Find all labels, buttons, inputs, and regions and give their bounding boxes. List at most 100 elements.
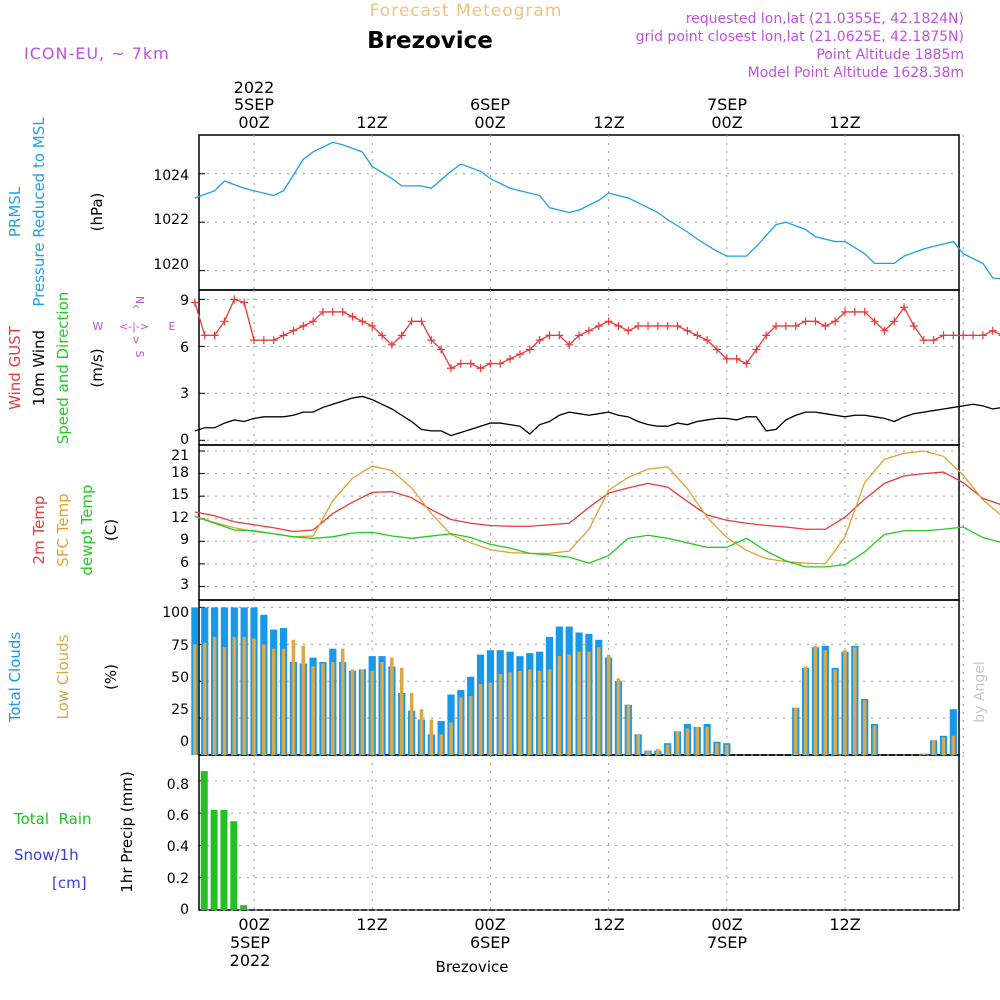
gust-marker [506,354,515,363]
precip-ytick: 0.4 [167,839,189,855]
low-clouds-bar [419,709,424,755]
precip-ytick: 0.6 [167,808,189,824]
pressure-ytick: 1020 [153,257,189,273]
low-clouds-bar [793,707,798,755]
clouds-ytick: 50 [171,670,189,686]
temperature-ytick: 9 [180,532,189,548]
requested-coords: requested lon,lat (21.0355E, 42.1824N) [686,11,964,27]
gust-marker [644,322,652,331]
gust-marker [890,317,899,326]
rain-bar [200,771,208,910]
bottom-year-label: 2022 [230,951,271,970]
t2m-line [194,471,1000,533]
low-clouds-bar [951,735,956,755]
low-clouds-bar [577,651,581,755]
bottom-tick-label-2: 12Z [356,915,387,934]
wind-ytick: 3 [180,386,189,402]
gust-marker [988,326,997,335]
low-clouds-bar [616,678,621,755]
low-clouds-bar [399,667,404,755]
low-clouds-bar [508,672,512,755]
gust-marker [565,340,574,349]
precip-ytick-labels: 0 0.2 0.4 0.6 0.8 [167,777,189,918]
clouds-ytick: 100 [162,605,189,621]
compass-s: S [133,351,146,358]
gust-marker [358,317,367,326]
snow-unit: [cm] [52,874,87,892]
total-rain-label: Total Rain [13,810,92,828]
top-tick-label-6: 12Z [829,113,860,132]
gust-marker [900,303,909,312]
temp-unit: (C) [102,519,120,541]
wind-speed-label: Speed and Direction [54,292,72,445]
wind-ytick: 9 [180,293,189,309]
gust-marker [781,322,790,331]
wind-ytick: 0 [180,432,189,448]
gust-marker [220,317,229,326]
low-clouds-bar [695,726,700,755]
gust-marker [850,307,859,316]
top-tick-label-2: 12Z [356,113,387,132]
rain-bar [220,809,228,910]
gust-marker [259,336,268,345]
gust-marker [486,359,495,368]
pressure-ytick-labels: 1020 1022 1024 [153,168,189,273]
low-clouds-bar [311,666,315,755]
low-clouds-bar [459,697,463,755]
low-clouds-bar [429,719,434,755]
top-tick-label-3: 00Z [474,113,505,132]
clouds-ytick-labels: 0 25 50 75 100 [162,605,189,750]
clouds-ytick: 25 [171,702,189,718]
gust-marker [909,322,918,331]
rain-bar [210,809,218,910]
gust-marker [417,317,426,326]
watermark: by Angel [972,661,988,722]
pressure-label-prmsl: PRMSL [6,186,24,237]
temp-2m-label: 2m Temp [30,496,48,565]
gust-marker [318,307,327,316]
gust-marker [663,322,672,331]
model-altitude: Model Point Altitude 1628.38m [748,65,964,81]
low-clouds-bar [803,666,808,755]
temperature-series [194,450,1000,568]
bottom-tick-label-3: 00Z [474,915,505,934]
low-clouds-bar [931,740,936,755]
gust-marker [634,322,643,331]
precip-ylabel: 1hr Precip (mm) [118,771,136,892]
gust-marker [456,359,465,368]
wind-10m-label: 10m Wind [30,330,48,406]
precip-ytick: 0 [180,902,189,918]
clouds-bars [191,607,957,755]
gust-marker [722,354,731,363]
gust-marker [791,322,800,331]
low-clouds-bar [528,669,532,755]
low-clouds-bar [340,648,345,755]
low-clouds-bar [242,636,246,755]
pressure-line [194,141,1000,280]
low-clouds-bar [567,654,571,755]
low-clouds-bar [409,693,414,755]
gust-marker [594,322,603,331]
precip-ytick: 0.2 [167,871,189,887]
gust-marker [378,331,387,340]
low-clouds-bar [281,648,286,755]
top-day-label-3: 7SEP [707,95,747,114]
gust-marker [387,340,396,349]
low-clouds-bar [380,662,384,755]
compass-arrows-h: <-|-> [119,320,149,333]
gust-marker [752,345,761,354]
low-clouds-bar [390,657,394,755]
low-clouds-bar [941,737,946,755]
gust-marker [269,336,278,345]
clouds-ytick: 0 [180,734,189,750]
dewpt-line [194,515,1000,568]
low-clouds-bar [449,722,453,755]
gust-marker [762,331,771,340]
low-clouds-bar [212,636,217,755]
gust-marker [348,312,357,321]
wind-unit: (m/s) [88,348,106,387]
low-clouds-bar [646,750,650,755]
gust-marker [821,322,830,331]
pressure-ytick: 1024 [153,168,189,184]
low-clouds-bar [498,673,503,755]
